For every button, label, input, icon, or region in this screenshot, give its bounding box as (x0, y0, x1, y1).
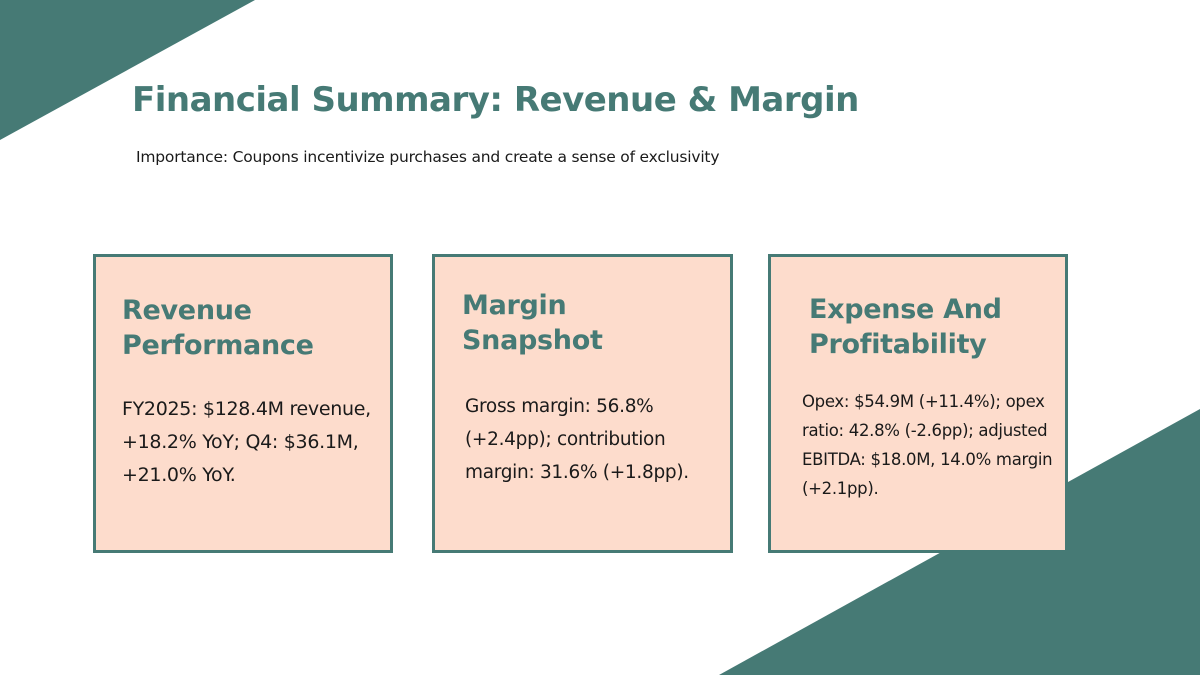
card-body: Opex: $54.9M (+11.4%); opex ratio: 42.8%… (802, 392, 1053, 498)
card-heading-line: Profitability (809, 329, 987, 360)
card-revenue-performance: Revenue Performance FY2025: $128.4M reve… (93, 254, 393, 553)
slide-subtitle: Importance: Coupons incentivize purchase… (136, 148, 720, 166)
card-heading: Expense And Profitability (809, 292, 1002, 362)
card-heading: Margin Snapshot (462, 288, 603, 358)
card-heading-line: Expense And (809, 294, 1002, 325)
card-body: Gross margin: 56.8% (+2.4pp); contributi… (465, 396, 689, 483)
card-body: FY2025: $128.4M revenue, +18.2% YoY; Q4:… (122, 398, 371, 486)
card-margin-snapshot: Margin Snapshot Gross margin: 56.8% (+2.… (432, 254, 733, 553)
top-left-triangle-shape (0, 0, 255, 140)
card-heading-line: Revenue (122, 295, 252, 326)
card-heading-line: Performance (122, 330, 314, 361)
card-heading: Revenue Performance (122, 293, 314, 363)
card-expense-profitability: Expense And Profitability Opex: $54.9M (… (768, 254, 1068, 553)
slide-title: Financial Summary: Revenue & Margin (132, 80, 859, 120)
card-heading-line: Margin (462, 290, 567, 321)
card-heading-line: Snapshot (462, 325, 603, 356)
